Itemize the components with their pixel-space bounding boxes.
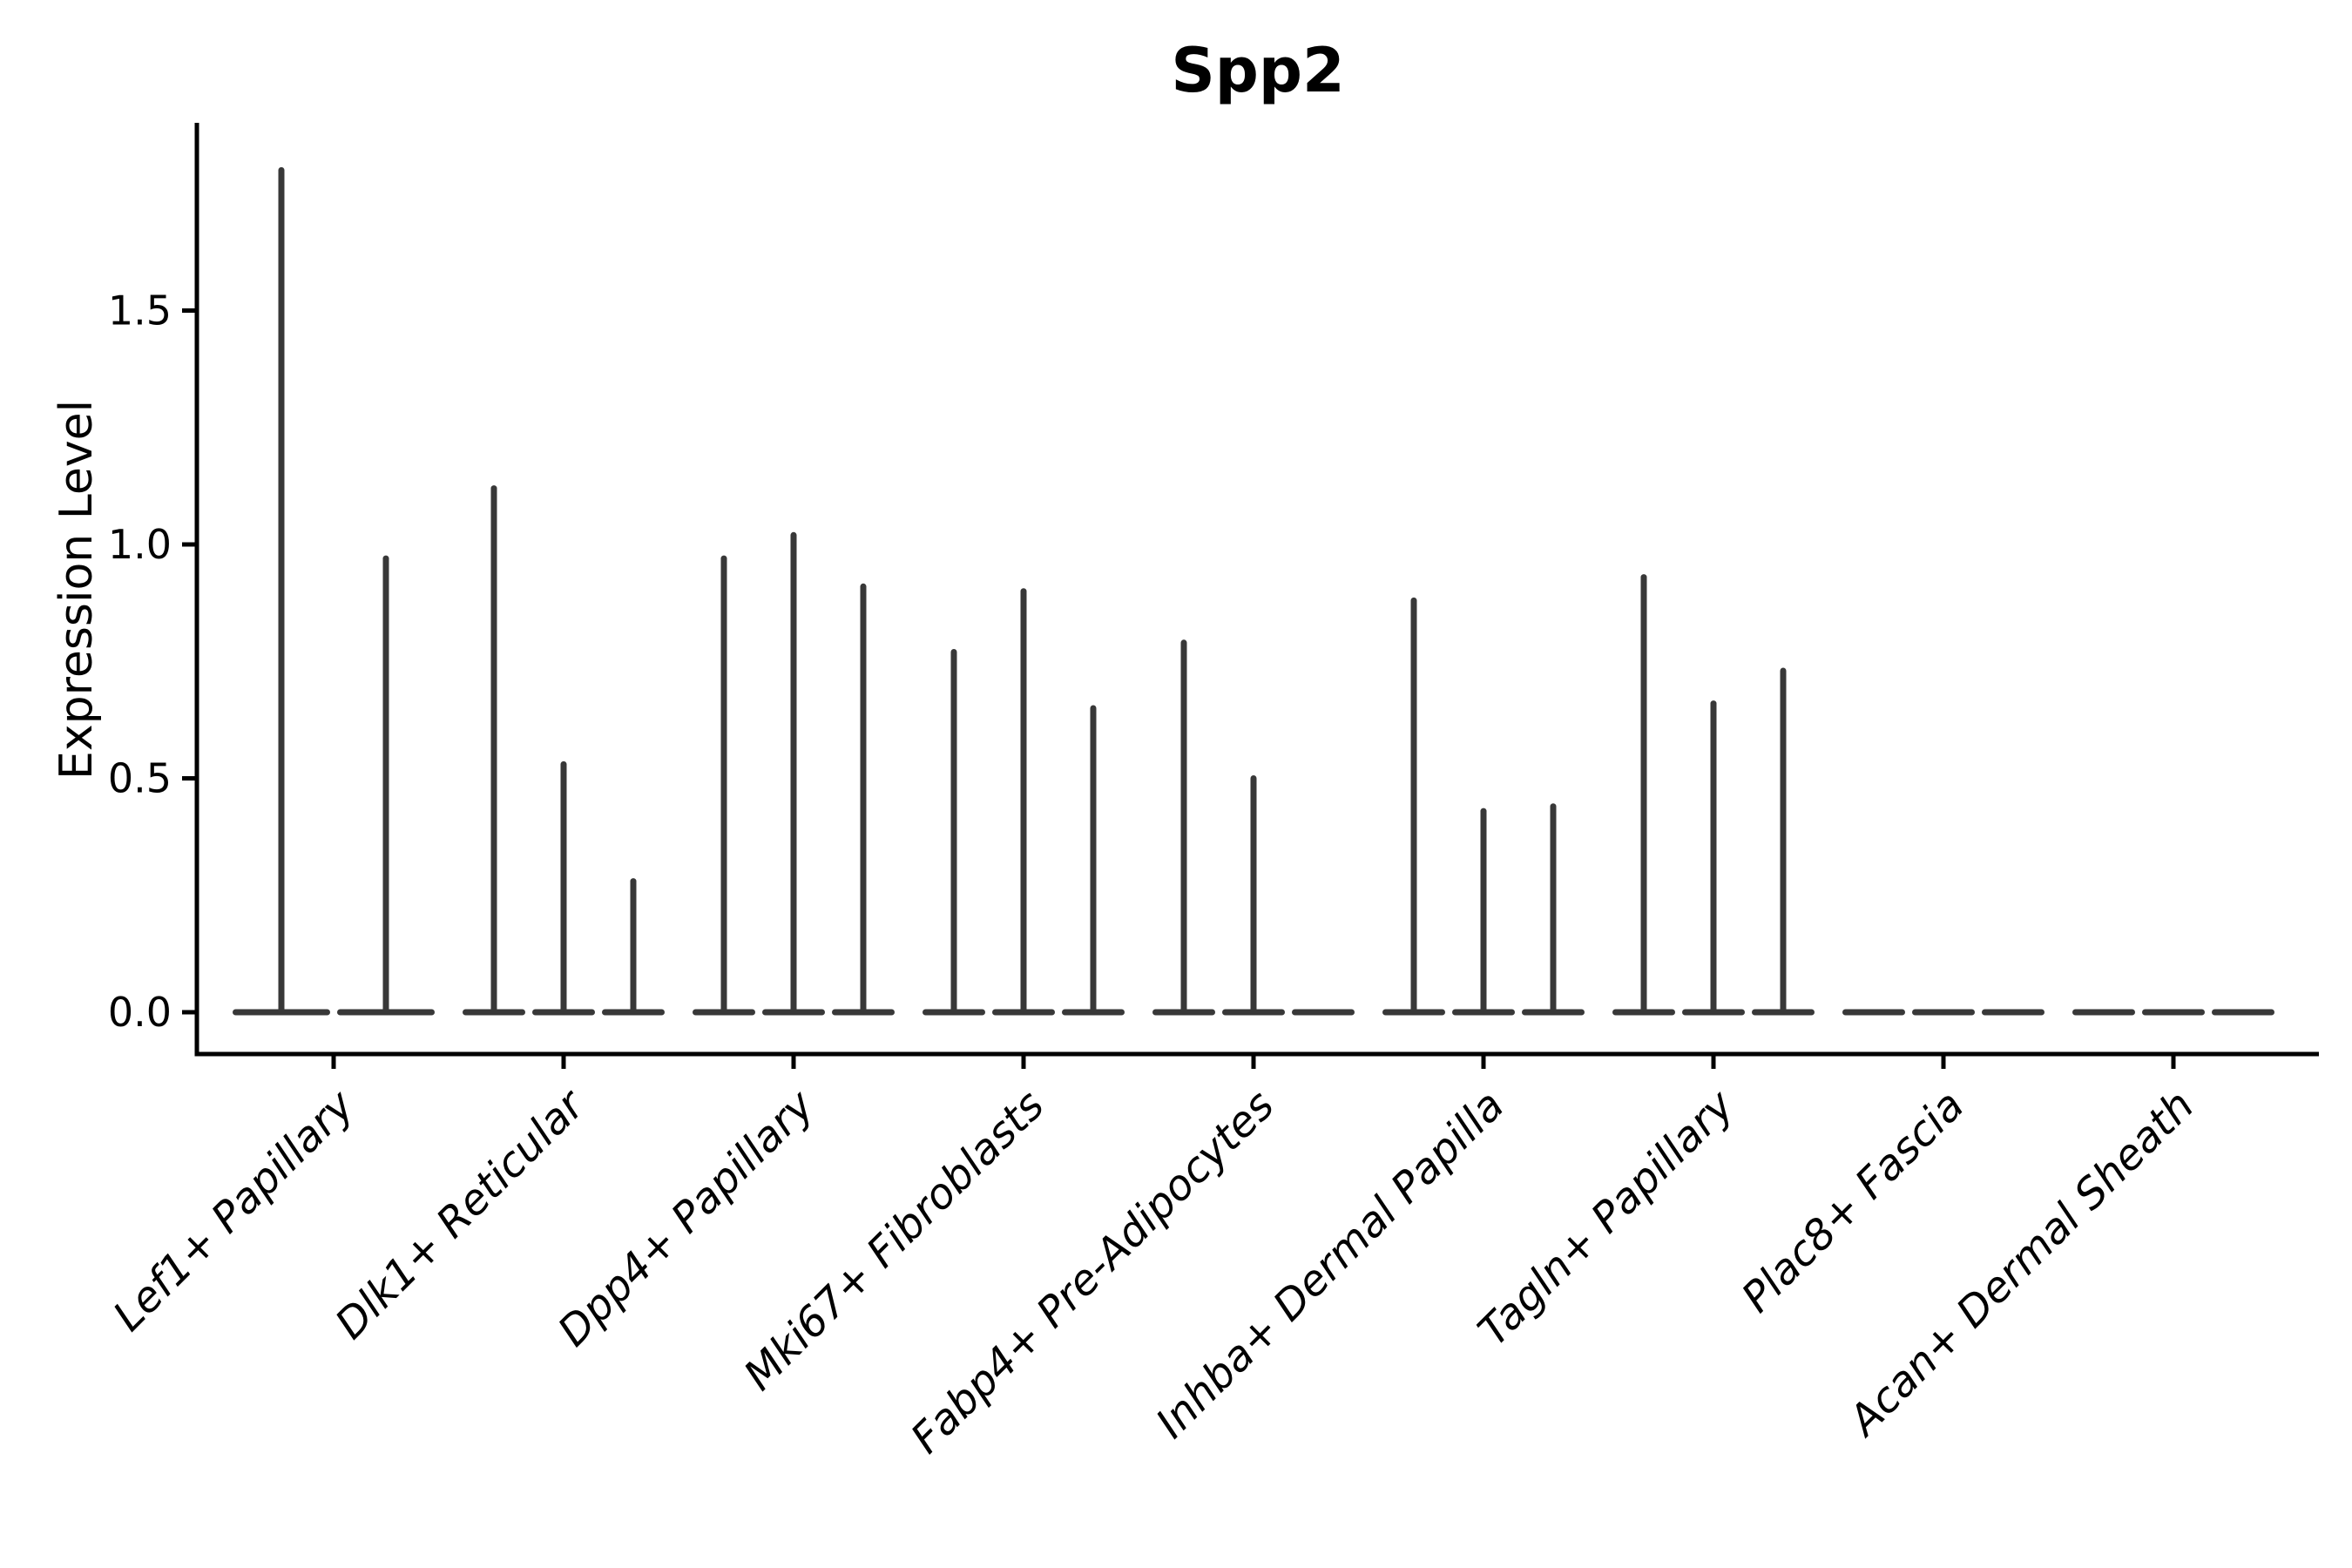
y-axis-label: Expression Level	[51, 399, 103, 781]
violin-base	[1982, 1009, 2044, 1016]
violin-base	[2212, 1009, 2274, 1016]
x-tick-label: Plac8+ Fascia	[1733, 1081, 1974, 1322]
violin-base	[1292, 1009, 1355, 1016]
x-tick-label: Tagln+ Papillary	[1469, 1080, 1744, 1355]
y-tick-label: 0.0	[108, 989, 172, 1036]
y-tick-label: 0.5	[108, 755, 172, 802]
violin-base	[1842, 1009, 1905, 1016]
x-tick-label: Lef1+ Papillary	[104, 1080, 364, 1341]
x-tick-label: Fabp4+ Pre-Adipocytes	[902, 1081, 1284, 1463]
violin-base	[2142, 1009, 2205, 1016]
violin-base	[2072, 1009, 2135, 1016]
chart-title: Spp2	[1171, 35, 1345, 106]
y-tick-label: 1.0	[108, 521, 172, 568]
x-tick-label: Dpp4+ Papillary	[549, 1080, 824, 1355]
x-tick-label: Dlk1+ Reticular	[326, 1079, 596, 1349]
y-tick-label: 1.5	[108, 287, 172, 335]
violin-base	[1912, 1009, 1975, 1016]
